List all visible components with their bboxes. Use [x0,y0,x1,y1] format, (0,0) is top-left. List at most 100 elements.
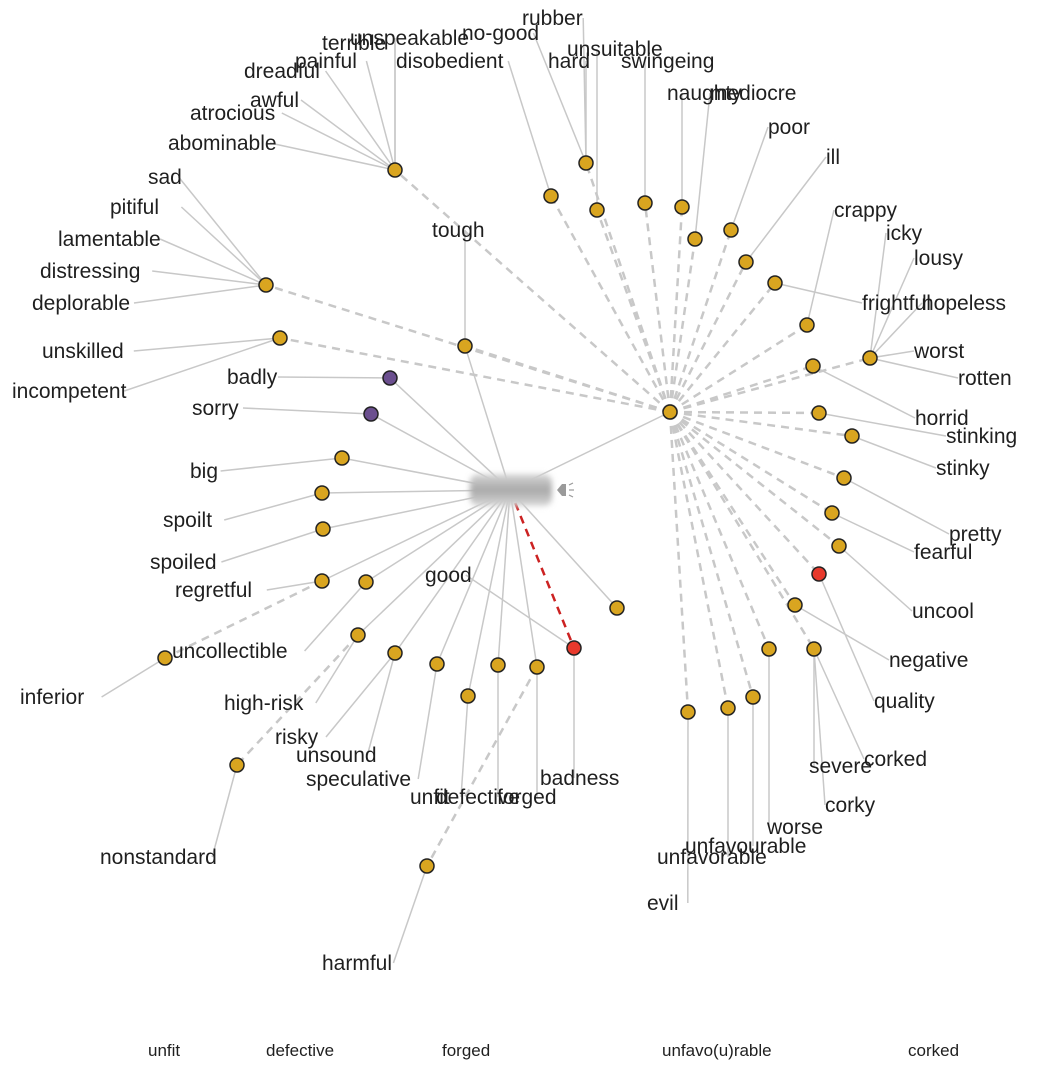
word-label[interactable]: abominable [168,132,277,155]
word-label[interactable]: forged [497,786,557,809]
word-label[interactable]: speculative [306,768,411,791]
node-n_nogood[interactable] [578,155,594,171]
word-label[interactable]: unfavourable [685,835,806,858]
speaker-icon[interactable] [557,482,574,498]
word-label[interactable]: unfit [410,786,450,809]
node-n_severe[interactable] [806,641,822,657]
word-label[interactable]: lousy [914,247,964,270]
word-label[interactable]: pitiful [110,196,159,219]
word-label[interactable]: ill [826,146,840,169]
word-label[interactable]: hard [548,50,590,73]
word-label[interactable]: badness [540,767,619,790]
node-h_tough[interactable] [457,338,473,354]
node-n_forged[interactable] [529,659,545,675]
node-n_poor[interactable] [723,222,739,238]
word-label[interactable]: unspeakable [350,27,469,50]
word-label[interactable]: stinky [936,457,990,480]
node-n_m_lo[interactable] [609,600,625,616]
word-label[interactable]: distressing [40,260,140,283]
node-n_swing[interactable] [637,195,653,211]
word-label[interactable]: hopeless [922,292,1006,315]
word-label[interactable]: dreadful [244,60,320,83]
word-label[interactable]: nonstandard [100,846,217,869]
word-label[interactable]: uncollectible [172,640,288,663]
word-label[interactable]: tough [432,219,485,242]
word-label[interactable]: incompetent [12,380,127,403]
word-label[interactable]: mediocre [710,82,796,105]
node-n_naughty[interactable] [674,199,690,215]
node-n_horrid[interactable] [805,358,821,374]
word-label[interactable]: sad [148,166,182,189]
node-h_unsk[interactable] [272,330,288,346]
node-n_pretty[interactable] [836,470,852,486]
word-label[interactable]: rotten [958,367,1012,390]
node-h_hope[interactable] [862,350,878,366]
node-n_stinky[interactable] [844,428,860,444]
word-label[interactable]: atrocious [190,102,275,125]
word-label[interactable]: pretty [949,523,1002,546]
node-n_big[interactable] [334,450,350,466]
word-label[interactable]: evil [647,892,679,915]
node-n_unsuit[interactable] [589,202,605,218]
node-h_main[interactable] [662,404,678,420]
word-label[interactable]: swingeing [621,50,714,73]
node-n_fearful[interactable] [824,505,840,521]
node-n_spec[interactable] [429,656,445,672]
node-n_unfav2[interactable] [745,689,761,705]
word-label[interactable]: unskilled [42,340,124,363]
node-n_evil[interactable] [680,704,696,720]
node-n_crappy[interactable] [799,317,815,333]
word-label[interactable]: corky [825,794,876,817]
node-n_inferior[interactable] [157,650,173,666]
word-label[interactable]: crappy [834,199,898,222]
word-label[interactable]: unsound [296,744,377,767]
node-n_worse[interactable] [761,641,777,657]
word-label[interactable]: spoilt [163,509,212,532]
node-n_unfav1[interactable] [720,700,736,716]
node-n_uncool[interactable] [831,538,847,554]
word-label[interactable]: risky [275,726,319,749]
node-h_sad[interactable] [258,277,274,293]
node-n_unfit[interactable] [460,688,476,704]
word-label[interactable]: spoiled [150,551,217,574]
node-n_def[interactable] [490,657,506,673]
node-n_ill[interactable] [738,254,754,270]
word-label[interactable]: no-good [462,22,539,45]
word-label[interactable]: horrid [915,407,969,430]
word-label[interactable]: painful [295,50,357,73]
node-n_medio[interactable] [687,231,703,247]
word-label[interactable]: good [425,564,472,587]
word-label[interactable]: unsuitable [567,38,663,61]
word-label[interactable]: harmful [322,952,392,975]
word-label[interactable]: regretful [175,579,252,602]
word-label[interactable]: quality [874,690,935,713]
word-label[interactable]: severe [809,755,872,778]
node-n_negative[interactable] [787,597,803,613]
node-n_stink[interactable] [811,405,827,421]
node-n_disob[interactable] [543,188,559,204]
word-label[interactable]: stinking [946,425,1017,448]
node-n_badly[interactable] [382,370,398,386]
word-label[interactable]: terrible [322,32,386,55]
word-label[interactable]: sorry [192,397,239,420]
node-n_spoilt[interactable] [314,485,330,501]
node-n_fright[interactable] [767,275,783,291]
node-n_quality[interactable] [811,566,827,582]
word-label[interactable]: negative [889,649,968,672]
word-label[interactable]: worst [913,340,964,363]
word-label[interactable]: icky [886,222,923,245]
word-label[interactable]: naughty [667,82,742,105]
word-label[interactable]: frightful [862,292,931,315]
node-n_harmful[interactable] [419,858,435,874]
word-label[interactable]: high-risk [224,692,304,715]
word-label[interactable]: badly [227,366,278,389]
word-label[interactable]: fearful [914,541,972,564]
node-n_sorry[interactable] [363,406,379,422]
node-n_regretful[interactable] [314,573,330,589]
word-label[interactable]: lamentable [58,228,161,251]
node-n_nonstd[interactable] [229,757,245,773]
node-n_hr[interactable] [350,627,366,643]
node-n_good[interactable] [566,640,582,656]
word-label[interactable]: inferior [20,686,84,709]
word-label[interactable]: awful [250,89,299,112]
